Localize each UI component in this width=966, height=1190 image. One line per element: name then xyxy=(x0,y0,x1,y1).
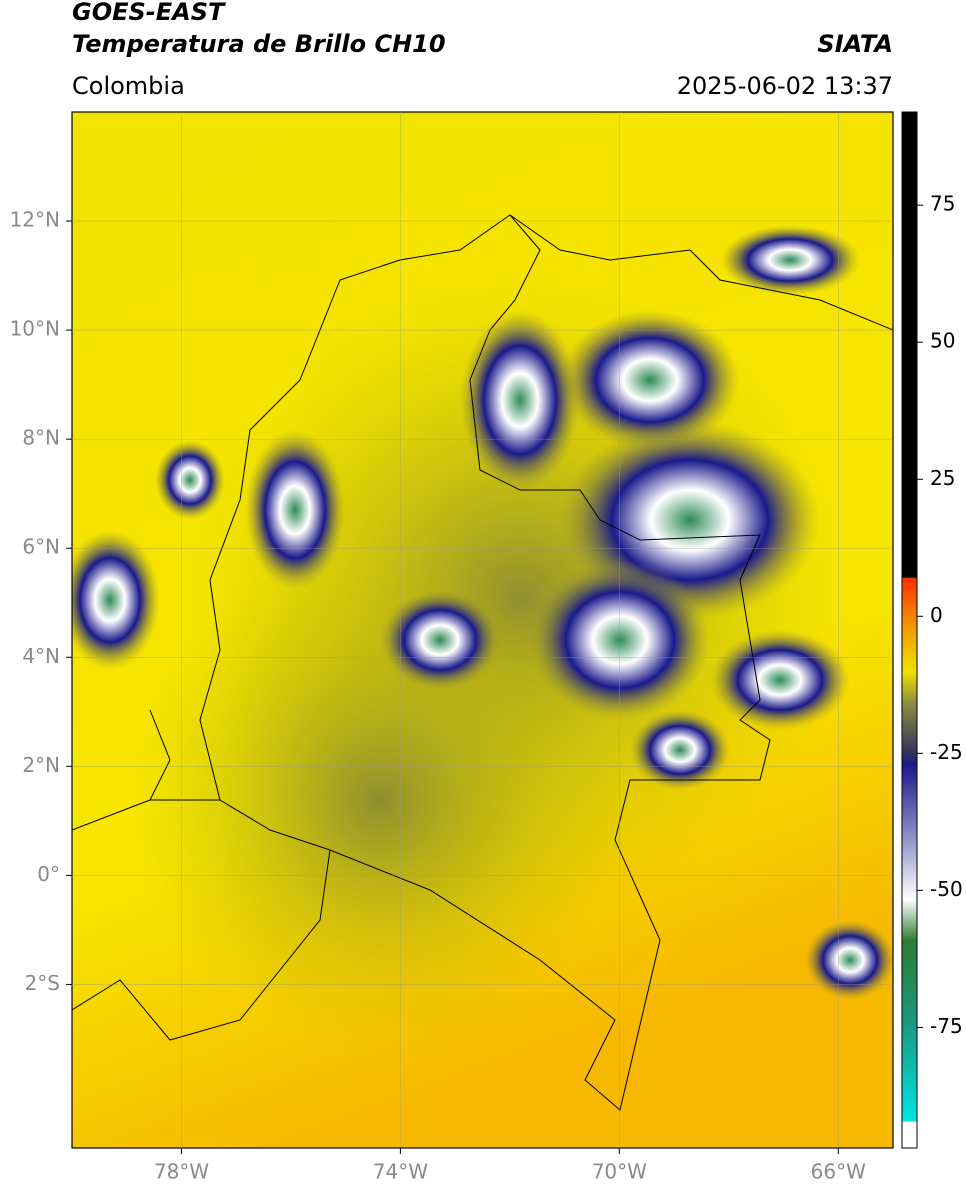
lat-tick-label: 10°N xyxy=(10,317,60,341)
colorbar-tick-label: 75 xyxy=(930,192,955,216)
title: GOES-EAST xyxy=(72,0,226,26)
lat-tick-label: 4°N xyxy=(22,644,60,668)
colorbar-tick-label: 25 xyxy=(930,466,955,490)
subtitle: Temperatura de Brillo CH10 xyxy=(72,30,446,58)
lon-tick-label: 66°W xyxy=(811,1160,866,1184)
colorbar-tick-label: 50 xyxy=(930,329,955,353)
timestamp: 2025-06-02 13:37 xyxy=(677,72,893,100)
lat-tick-label: 6°N xyxy=(22,535,60,559)
colorbar-tick-label: 0 xyxy=(930,603,943,627)
lat-tick-label: 12°N xyxy=(10,208,60,232)
source: SIATA xyxy=(817,30,893,58)
lon-tick-label: 70°W xyxy=(592,1160,647,1184)
lat-tick-label: 0° xyxy=(37,862,60,886)
lat-tick-label: 8°N xyxy=(22,426,60,450)
region: Colombia xyxy=(72,72,185,100)
colorbar-tick-label: -25 xyxy=(930,740,963,764)
lat-tick-label: 2°N xyxy=(22,753,60,777)
lon-tick-label: 78°W xyxy=(154,1160,209,1184)
colorbar-tick-label: -50 xyxy=(930,877,963,901)
map-frame xyxy=(71,111,894,1149)
colorbar-tick-label: -75 xyxy=(930,1014,963,1038)
lat-tick-label: 2°S xyxy=(25,971,60,995)
map-image xyxy=(72,112,893,1148)
lon-tick-label: 74°W xyxy=(373,1160,428,1184)
colorbar xyxy=(901,111,918,1149)
